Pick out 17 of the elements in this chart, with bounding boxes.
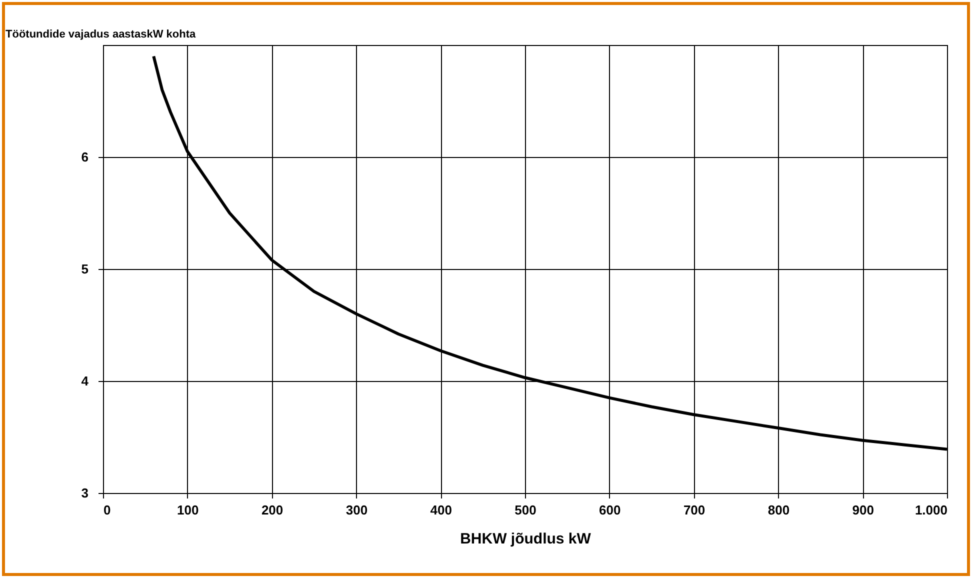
x-axis-title: BHKW jõudlus kW	[460, 530, 592, 548]
x-tick-label: 500	[514, 502, 536, 518]
x-tick-label: 700	[683, 502, 706, 518]
y-tick-label: 5	[81, 262, 88, 276]
x-tick-label: 300	[346, 502, 368, 518]
x-tick-label: 400	[430, 502, 452, 518]
x-tick-label: 100	[177, 502, 199, 518]
x-tick-label: 0	[104, 502, 111, 518]
y-tick-label: 4	[81, 374, 90, 388]
x-tick-label: 1.000	[914, 502, 948, 518]
x-tick-label: 200	[261, 502, 284, 518]
y-tick-label: 3	[81, 486, 88, 500]
x-tick-label: 900	[852, 502, 874, 518]
y-tick-label: 6	[81, 150, 88, 164]
y-axis-title: Töötundide vajadus aastaskW kohta	[6, 28, 196, 40]
x-tick-label: 800	[768, 502, 790, 518]
x-tick-label: 600	[599, 502, 621, 518]
